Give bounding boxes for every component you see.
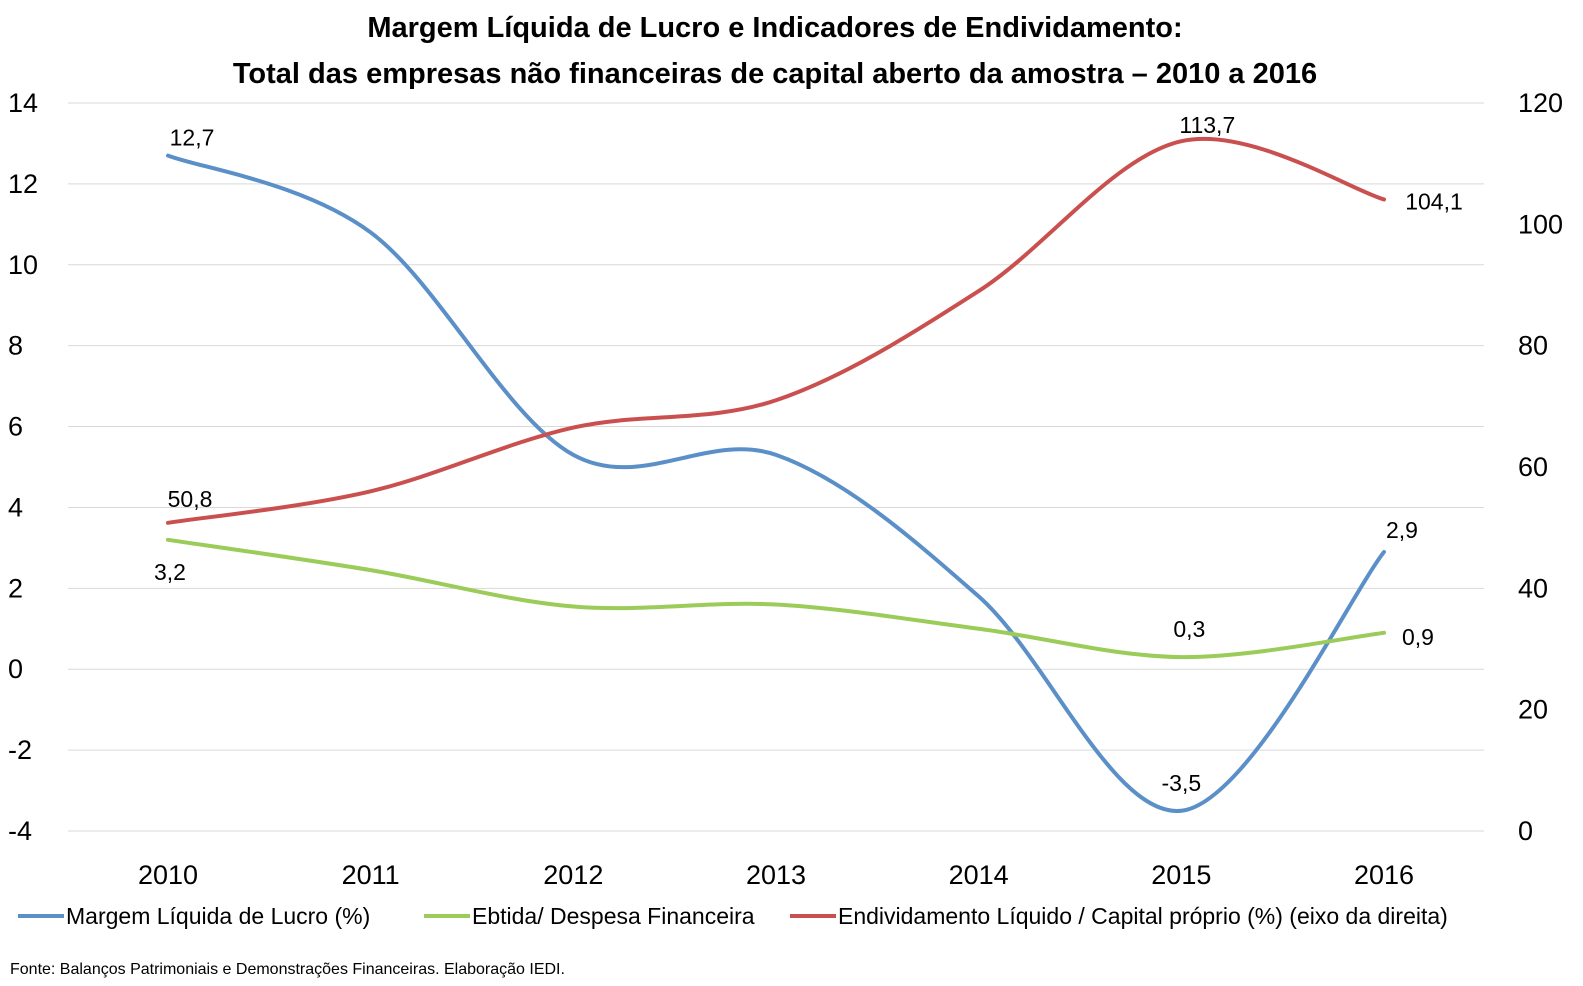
data-label-margem: 12,7: [170, 125, 215, 151]
series-line-endividamento: [166, 137, 1386, 525]
data-label-margem: 2,9: [1386, 517, 1418, 543]
left-axis-tick-label: 4: [8, 492, 23, 522]
x-axis-tick-label: 2016: [1354, 860, 1414, 890]
right-axis-tick-label: 100: [1518, 209, 1563, 239]
x-axis-tick-label: 2012: [543, 860, 603, 890]
series-line-margem: [166, 153, 1386, 813]
right-axis-tick-label: 40: [1518, 573, 1548, 603]
left-axis-tick-label: 8: [8, 331, 23, 361]
right-y-axis: 120 100 80 60 40 20 0: [1518, 88, 1563, 846]
left-axis-tick-label: -2: [8, 735, 32, 765]
source-note: Fonte: Balanços Patrimoniais e Demonstra…: [10, 961, 565, 978]
x-axis-tick-label: 2014: [949, 860, 1009, 890]
data-labels: 12,7 -3,5 2,9 3,2 0,3 0,9 50,8 113,7 104,1: [154, 112, 1463, 796]
right-axis-tick-label: 0: [1518, 816, 1533, 846]
data-label-endividamento: 50,8: [168, 486, 213, 512]
data-label-margem: -3,5: [1162, 770, 1202, 796]
right-axis-tick-label: 120: [1518, 88, 1563, 118]
left-y-axis: 14 12 10 8 6 4 2 0 -2 -4: [8, 88, 38, 846]
legend-label-margem: Margem Líquida de Lucro (%): [66, 903, 370, 929]
data-label-ebtida: 0,9: [1402, 624, 1434, 650]
data-label-ebtida: 3,2: [154, 559, 186, 585]
chart-title-line-1: Margem Líquida de Lucro e Indicadores de…: [367, 12, 1182, 44]
left-axis-tick-label: -4: [8, 816, 32, 846]
left-axis-tick-label: 2: [8, 573, 23, 603]
series-line-ebtida: [166, 537, 1386, 660]
legend: Margem Líquida de Lucro (%) Ebtida/ Despe…: [18, 903, 1448, 929]
left-axis-tick-label: 0: [8, 654, 23, 684]
x-axis-tick-label: 2013: [746, 860, 806, 890]
right-axis-tick-label: 60: [1518, 452, 1548, 482]
data-label-endividamento: 104,1: [1405, 188, 1463, 214]
right-axis-tick-label: 80: [1518, 331, 1548, 361]
right-axis-tick-label: 20: [1518, 695, 1548, 725]
data-label-endividamento: 113,7: [1179, 112, 1235, 138]
series-lines: [166, 137, 1386, 813]
data-label-ebtida: 0,3: [1173, 616, 1205, 642]
x-axis: 2010 2011 2012 2013 2014 2015 2016: [138, 860, 1414, 890]
x-axis-tick-label: 2011: [342, 860, 400, 890]
chart-title-line-2: Total das empresas não financeiras de ca…: [233, 58, 1317, 90]
legend-label-ebtida: Ebtida/ Despesa Financeira: [472, 903, 755, 929]
gridlines: [68, 102, 1484, 832]
legend-label-endividamento: Endividamento Líquido / Capital próprio …: [838, 903, 1448, 929]
left-axis-tick-label: 6: [8, 412, 23, 442]
left-axis-tick-label: 12: [8, 169, 38, 199]
left-axis-tick-label: 10: [8, 250, 38, 280]
x-axis-tick-label: 2015: [1151, 860, 1211, 890]
x-axis-tick-label: 2010: [138, 860, 198, 890]
left-axis-tick-label: 14: [8, 88, 38, 118]
